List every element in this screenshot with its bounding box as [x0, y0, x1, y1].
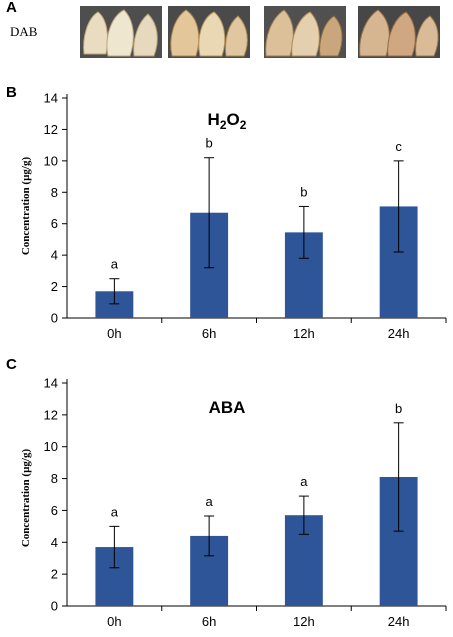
- chart-aba: 0 2 4 6 8 10 12 14 a 0h a 6h a 12h b 24h ABA: [44, 376, 447, 629]
- chart-h2o2-category-label: 24h: [388, 326, 410, 341]
- chart-aba-significance-label: a: [206, 494, 214, 509]
- chart-aba-ytick-label: 8: [51, 471, 58, 486]
- chart-h2o2-ytick-label: 8: [51, 185, 58, 200]
- chart-h2o2-category-label: 0h: [107, 326, 121, 341]
- chart-h2o2-significance-label: b: [206, 136, 213, 151]
- chart-aba-category-label: 0h: [107, 614, 121, 629]
- chart-h2o2-significance-label: a: [111, 257, 119, 272]
- dab-leaf-image-0h: [80, 6, 162, 58]
- chart-aba-significance-label: a: [300, 474, 308, 489]
- chart-aba-ytick-label: 14: [44, 376, 58, 391]
- chart-aba-category-label: 6h: [202, 614, 216, 629]
- panel-c-label: C: [6, 356, 17, 373]
- dab-label: DAB: [10, 24, 38, 39]
- chart-h2o2-significance-label: c: [395, 139, 402, 154]
- chart-aba-ytick-label: 2: [51, 567, 58, 582]
- chart-h2o2-ytick-label: 0: [51, 311, 58, 326]
- chart-aba-title: ABA: [209, 398, 246, 417]
- chart-aba-ytick-label: 10: [44, 439, 58, 454]
- chart-aba-category-label: 24h: [388, 614, 410, 629]
- panel-b-label: B: [6, 84, 17, 101]
- chart-h2o2-ytick-label: 4: [51, 248, 58, 263]
- chart-h2o2-ytick-label: 12: [44, 122, 58, 137]
- chart-aba-category-label: 12h: [293, 614, 315, 629]
- chart-h2o2-category-label: 6h: [202, 326, 216, 341]
- chart-h2o2-ytick-label: 2: [51, 279, 58, 294]
- chart-h2o2-ytick-label: 6: [51, 216, 58, 231]
- panel-a-label: A: [6, 0, 17, 16]
- chart-h2o2: 0 2 4 6 8 10 12 14 a 0h b 6h b 12h c 24h H2O2: [44, 91, 447, 341]
- chart-aba-ytick-label: 12: [44, 407, 58, 422]
- dab-leaf-image-6h: [168, 6, 250, 58]
- chart-aba-ytick-label: 4: [51, 535, 58, 550]
- chart-h2o2-ytick-label: 14: [44, 91, 58, 106]
- chart-h2o2-title: H2O2: [208, 110, 247, 132]
- dab-leaf-image-24h: [358, 6, 440, 58]
- chart-aba-ytick-label: 0: [51, 599, 58, 614]
- chart-h2o2-ytick-label: 10: [44, 153, 58, 168]
- dab-leaf-image-12h: [264, 6, 346, 58]
- chart-aba-significance-label: b: [395, 401, 402, 416]
- chart-aba-ytick-label: 6: [51, 503, 58, 518]
- chart-h2o2-significance-label: b: [300, 184, 307, 199]
- chart-h2o2-category-label: 12h: [293, 326, 315, 341]
- chart-aba-significance-label: a: [111, 504, 119, 519]
